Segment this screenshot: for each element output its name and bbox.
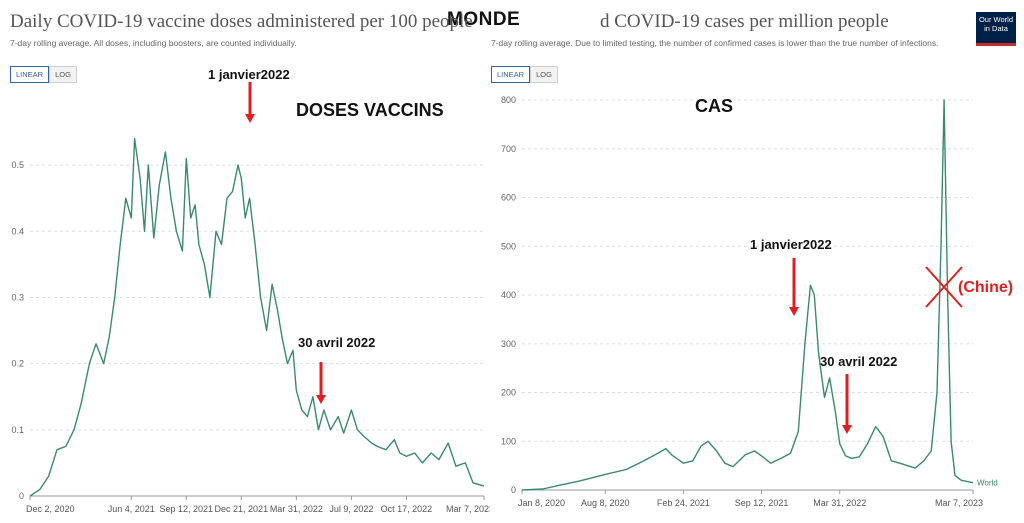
y-tick-label: 700	[501, 144, 516, 154]
vaccine-chart-panel: Daily COVID-19 vaccine doses administere…	[0, 0, 490, 523]
y-tick-label: 0.3	[11, 292, 24, 302]
cases-chart-subtitle: 7-day rolling average. Due to limited te…	[491, 38, 939, 48]
x-tick-label: Jul 9, 2022	[329, 504, 373, 514]
linear-button[interactable]: LINEAR	[491, 66, 531, 83]
y-tick-label: 400	[501, 290, 516, 300]
y-tick-label: 0.2	[11, 359, 24, 369]
cases-chart-title: d COVID-19 cases per million people	[600, 11, 889, 32]
y-tick-label: 100	[501, 436, 516, 446]
red-arrow-head	[316, 395, 326, 404]
y-tick-label: 0.5	[11, 160, 24, 170]
x-tick-label: Aug 8, 2020	[581, 498, 630, 508]
cases-scale-toggle: LINEAR LOG	[491, 66, 558, 83]
vaccine-chart-subtitle: 7-day rolling average. All doses, includ…	[10, 38, 297, 48]
series-line	[521, 99, 974, 491]
page-title: MONDE	[447, 9, 521, 30]
y-tick-label: 200	[501, 388, 516, 398]
x-tick-label: Oct 17, 2022	[381, 504, 433, 514]
y-tick-label: 0	[511, 485, 516, 495]
y-tick-label: 500	[501, 241, 516, 251]
owid-logo[interactable]: Our World in Data	[976, 12, 1016, 46]
annotation-apr-2022: 30 avril 2022	[820, 354, 898, 369]
x-tick-label: Sep 12, 2021	[735, 498, 789, 508]
doses-vaccins-label: DOSES VACCINS	[296, 100, 444, 120]
cases-chart-panel: d COVID-19 cases per million people 7-da…	[484, 0, 1024, 523]
red-cross-stroke	[925, 266, 963, 308]
cases-line-chart: 0 100 200 300 400 500 600 700 800 Jan 8, 2020 Aug …	[501, 95, 998, 508]
red-arrow-head	[842, 425, 852, 434]
x-tick-label: Dec 2, 2020	[26, 504, 75, 514]
annotation-jan-2022: 1 janvier2022	[208, 67, 290, 82]
y-tick-label: 0.4	[11, 226, 24, 236]
x-tick-label: Jan 8, 2020	[518, 498, 565, 508]
y-tick-label: 300	[501, 339, 516, 349]
linear-button[interactable]: LINEAR	[10, 66, 50, 83]
series-line	[29, 137, 485, 497]
x-tick-label: Mar 31, 2022	[813, 498, 866, 508]
china-label: (Chine)	[958, 279, 1014, 296]
series-label: World	[977, 479, 998, 488]
log-button[interactable]: LOG	[530, 66, 558, 83]
annotation-jan-2022: 1 janvier2022	[750, 237, 832, 252]
y-tick-label: 0.1	[11, 425, 24, 435]
vaccine-line-chart: 0 0.1 0.2 0.3 0.4 0.5 Dec 2, 2020 Jun 4, 2021 Se…	[11, 82, 490, 514]
red-arrow-head	[789, 307, 799, 316]
log-button[interactable]: LOG	[49, 66, 77, 83]
x-tick-label: Mar 7, 2023	[446, 504, 490, 514]
cas-label: CAS	[695, 96, 734, 116]
logo-line1: Our World	[978, 15, 1014, 24]
x-tick-label: Dec 21, 2021	[215, 504, 269, 514]
x-tick-label: Mar 7, 2023	[935, 498, 983, 508]
x-tick-label: Sep 12, 2021	[160, 504, 214, 514]
vaccine-scale-toggle: LINEAR LOG	[10, 66, 77, 83]
y-tick-label: 800	[501, 95, 516, 105]
vaccine-chart-title: Daily COVID-19 vaccine doses administere…	[10, 11, 473, 32]
x-tick-label: Feb 24, 2021	[657, 498, 710, 508]
y-tick-label: 600	[501, 193, 516, 203]
red-arrow-head	[245, 114, 255, 123]
y-tick-label: 0	[19, 491, 24, 501]
x-tick-label: Mar 31, 2022	[270, 504, 323, 514]
logo-line2: in Data	[984, 24, 1008, 33]
x-tick-label: Jun 4, 2021	[108, 504, 155, 514]
annotation-apr-2022: 30 avril 2022	[298, 335, 376, 350]
